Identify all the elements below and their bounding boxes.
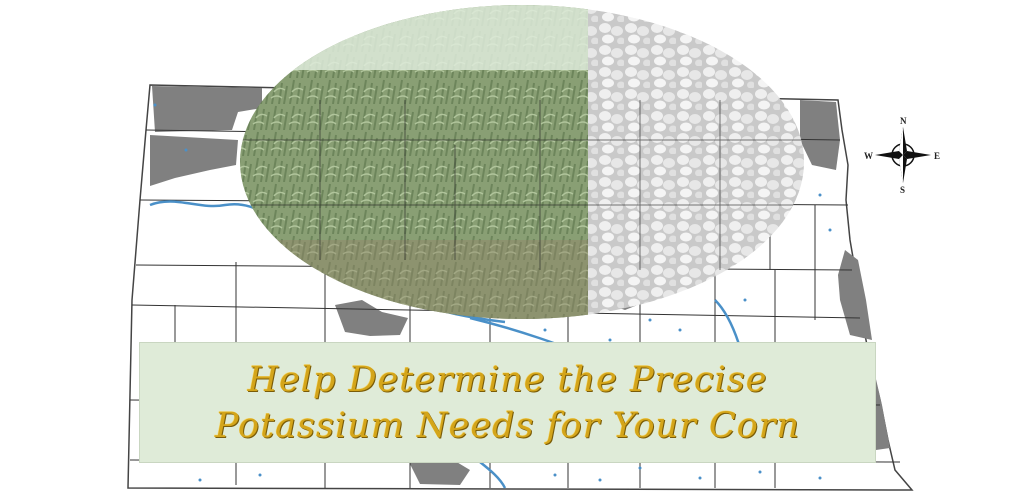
title-banner: Help Determine the Precise Potassium Nee… xyxy=(139,342,876,463)
compass-north: N xyxy=(900,116,907,126)
compass-west: W xyxy=(864,151,873,161)
compass-south: S xyxy=(900,185,905,195)
compass-rose: N S E W xyxy=(864,116,940,195)
compass-east: E xyxy=(934,151,940,161)
headline-line-1: Help Determine the Precise xyxy=(247,359,768,400)
headline-line-2: Potassium Needs for Your Corn xyxy=(214,405,801,446)
